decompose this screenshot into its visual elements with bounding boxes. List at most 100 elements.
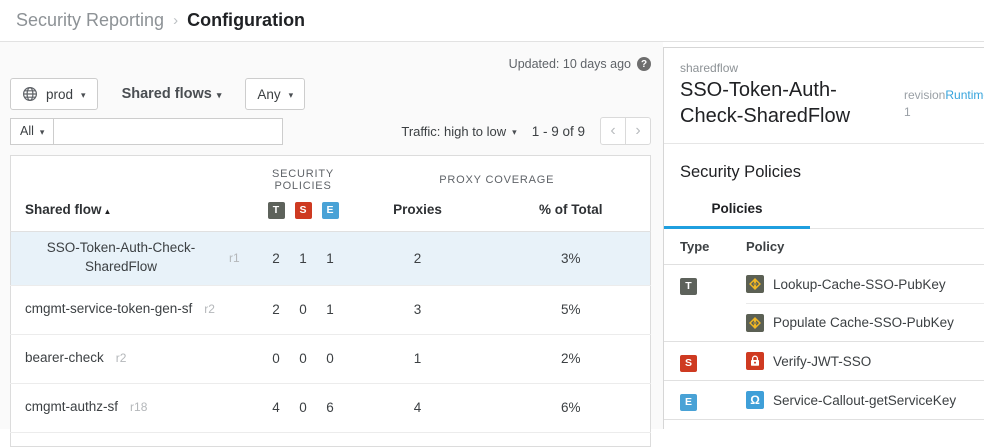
caret-down-icon: ▾ [216,89,222,100]
any-filter-dropdown[interactable]: Any ▾ [245,78,306,110]
proxy-coverage-group-header: PROXY COVERAGE [439,174,555,186]
filter-row: prod ▾ Shared flows ▾ Any ▾ [10,78,651,110]
extension-badge-icon: E [680,393,697,411]
s-count: 0 [289,382,317,432]
pct-of-total: 3% [491,230,651,285]
shared-flow-name: SSO-Token-Auth-Check-SharedFlow [46,240,196,274]
shared-flow-header-label: Shared flow [25,202,102,218]
policy-group-traffic-mgmt: T Lookup-Cache-SSO-PubKey [664,265,984,343]
lock-policy-icon [746,352,764,371]
security-badge-icon: S [294,201,312,219]
extension-badge-icon: E [321,201,339,219]
proxies-count: 4 [343,382,492,432]
pagination-next-button[interactable]: › [625,117,651,145]
revision-value: 1 [904,104,911,119]
type-column-header: Type [680,239,710,255]
policy-row: Ω Service-Callout-getServiceKey [746,381,984,419]
caret-down-icon: ▾ [81,89,86,100]
service-callout-policy-icon: Ω [746,391,764,410]
table-row[interactable]: cmgmt-service-token-gen-sf r2 2 0 1 3 5% [10,284,651,334]
policy-name: Verify-JWT-SSO [773,353,872,369]
policies-table: Type Policy T [664,229,984,421]
t-count: 0 [262,333,290,383]
search-sort-row: All ▾ Traffic: high to low ▾ 1 - 9 of 9 … [10,117,651,145]
traffic-sort-label: Traffic: high to low [401,123,507,139]
policy-row: Populate Cache-SSO-PubKey [746,303,984,341]
pagination-info: 1 - 9 of 9 [531,123,585,139]
help-icon[interactable]: ? [637,57,651,71]
list-controls: Traffic: high to low ▾ 1 - 9 of 9 ‹ › [401,117,651,145]
caret-down-icon: ▾ [288,89,294,100]
pct-of-total: 6% [491,382,651,432]
pct-of-total: 5% [491,284,651,334]
flows-list-pane: Updated: 10 days ago ? prod ▾ Shared flo… [0,42,663,447]
security-policies-heading: Security Policies [680,163,802,182]
policies-table-header: Type Policy [664,229,984,266]
entity-type-label: sharedflow [680,61,739,75]
revision-tag: r2 [115,351,127,366]
policy-group-security: S Verify-JWT-SSO [664,342,984,382]
table-row[interactable]: SSO-Token-Auth-Check-SharedFlow r1 2 1 1… [10,230,651,285]
shared-flow-column-header[interactable]: Shared flow ▲ [10,192,263,232]
e-count: 0 [316,333,344,383]
policy-group-extension: E Ω Service-Callout-getServiceKey [664,381,984,421]
shared-flow-detail-panel: sharedflow SSO-Token-Auth-Check-SharedFl… [663,47,984,429]
runtime-link[interactable]: Runtime [945,88,984,102]
search-scope-label: All [20,124,34,138]
proxies-count: 3 [343,284,492,334]
detail-header: sharedflow SSO-Token-Auth-Check-SharedFl… [664,48,984,145]
cache-policy-icon [746,275,764,294]
policy-row: Verify-JWT-SSO [746,342,984,380]
scope-label: Shared flows [121,86,212,102]
shared-flow-name: cmgmt-service-token-gen-sf [25,301,193,317]
traffic-sort-dropdown[interactable]: Traffic: high to low ▾ [401,124,516,139]
revision-tag: r1 [229,251,240,265]
tab-policies[interactable]: Policies [664,197,810,230]
globe-icon [22,86,38,102]
updated-row: Updated: 10 days ago ? [10,42,651,71]
proxies-count: 1 [343,333,492,383]
revision-tag: r2 [204,302,215,317]
table-group-header-row: SECURITY POLICIES PROXY COVERAGE [11,156,651,192]
breadcrumb: Security Reporting › Configuration [0,0,984,42]
revision-block: revisionRuntime 1 [904,61,984,129]
chevron-right-icon: › [173,12,179,29]
cache-policy-icon [746,313,764,332]
extension-column-header: E [316,192,344,232]
t-count: 4 [262,382,290,432]
sort-ascending-icon: ▲ [103,207,112,217]
search-input[interactable] [54,117,284,145]
caret-down-icon: ▾ [39,126,45,137]
detail-tab-bar: Policies [664,197,984,230]
policy-row: Lookup-Cache-SSO-PubKey [746,265,984,303]
security-badge-icon: S [680,354,697,372]
e-count: 1 [316,230,344,285]
proxies-count: 2 [343,230,492,285]
pct-of-total-column-header: % of Total [491,192,651,232]
shared-flow-name: cmgmt-authz-sf [25,399,119,415]
t-count: 2 [262,230,290,285]
updated-text: Updated: 10 days ago [508,57,631,71]
s-count: 1 [289,230,317,285]
pagination-prev-button[interactable]: ‹ [600,117,626,145]
table-row [10,431,651,446]
traffic-mgmt-badge-icon: T [267,201,285,219]
revision-tag: r18 [130,400,148,415]
proxies-column-header: Proxies [343,192,492,232]
breadcrumb-parent-link[interactable]: Security Reporting [16,10,165,30]
page-title: Configuration [187,10,306,30]
policy-column-header: Policy [746,239,785,255]
shared-flows-table: SECURITY POLICIES PROXY COVERAGE Shared … [10,155,651,447]
search-group: All ▾ [10,117,284,145]
policy-name: Lookup-Cache-SSO-PubKey [773,276,946,292]
environment-dropdown[interactable]: prod ▾ [10,78,98,110]
pagination-controls: ‹ › [600,117,651,145]
pct-of-total: 2% [491,333,651,383]
traffic-mgmt-badge-icon: T [680,277,697,295]
scope-dropdown[interactable]: Shared flows ▾ [122,86,222,102]
e-count: 6 [316,382,344,432]
table-row[interactable]: cmgmt-authz-sf r18 4 0 6 4 6% [10,382,651,432]
search-scope-dropdown[interactable]: All ▾ [10,117,55,145]
table-row[interactable]: bearer-check r2 0 0 0 1 2% [10,333,651,383]
